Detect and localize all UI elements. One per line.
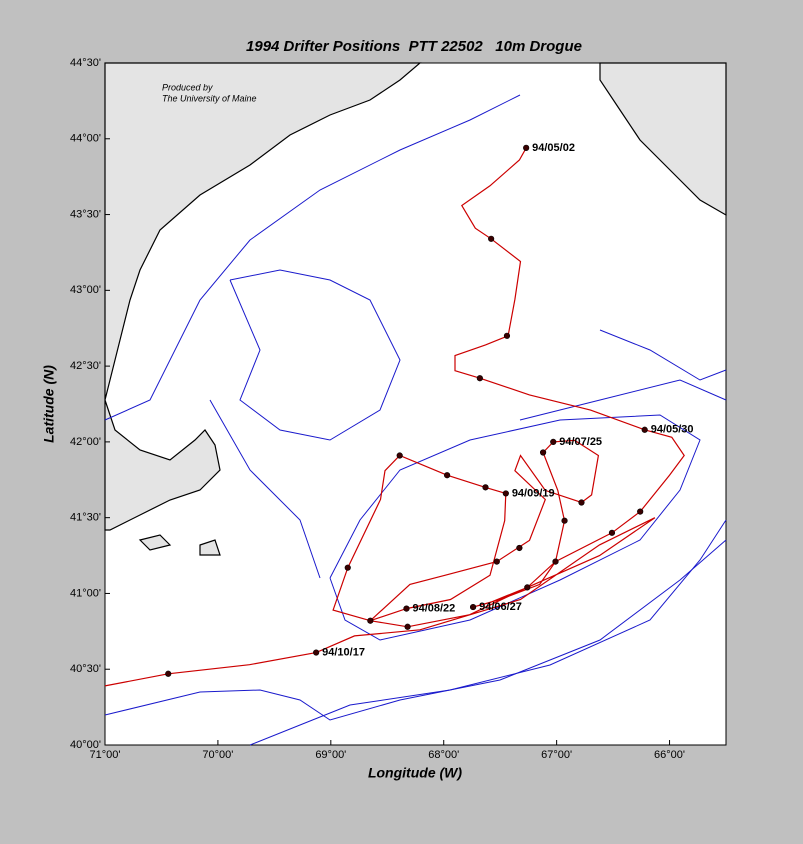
position-marker	[578, 499, 585, 506]
position-marker	[165, 670, 172, 677]
x-tick-label: 66°00'	[654, 749, 685, 761]
position-marker	[550, 438, 557, 445]
position-marker	[444, 472, 451, 479]
y-tick-label: 41°30'	[70, 512, 101, 524]
date-label: 94/10/17	[322, 646, 365, 658]
x-tick-label: 71°00'	[90, 749, 121, 761]
position-marker	[476, 375, 483, 382]
x-tick-label: 68°00'	[428, 749, 459, 761]
position-marker	[503, 332, 511, 339]
position-marker	[488, 235, 495, 242]
coastline	[104, 62, 727, 556]
position-marker	[608, 529, 616, 536]
y-tick-label: 41°00'	[70, 587, 101, 599]
y-tick-label: 40°30'	[70, 663, 101, 675]
date-label: 94/05/02	[532, 142, 575, 154]
chart-title: 1994 Drifter Positions PTT 22502 10m Dro…	[246, 38, 582, 55]
position-marker	[404, 623, 411, 630]
y-tick-label: 42°30'	[70, 360, 101, 372]
position-marker	[493, 558, 500, 565]
position-marker	[539, 449, 547, 456]
position-marker	[344, 564, 351, 571]
bathymetry	[104, 94, 727, 746]
position-marker	[552, 558, 559, 565]
y-tick-label: 43°00'	[70, 284, 101, 296]
date-label: 94/07/25	[559, 436, 602, 448]
x-tick-label: 70°00'	[202, 749, 233, 761]
note: Produced by	[162, 82, 213, 92]
position-marker	[313, 649, 320, 656]
y-tick-label: 43°30'	[70, 208, 101, 220]
position-marker	[516, 544, 523, 552]
position-marker	[523, 144, 530, 151]
position-marker	[469, 603, 477, 611]
y-tick-label: 40°00'	[70, 739, 101, 751]
date-label: 94/05/30	[651, 424, 694, 436]
position-marker	[367, 617, 374, 624]
position-marker	[403, 605, 410, 612]
position-marker	[561, 517, 568, 524]
x-axis-label: Longitude (W)	[368, 765, 462, 781]
note: The University of Maine	[162, 93, 257, 103]
y-tick-label: 44°00'	[70, 133, 101, 145]
date-label: 94/08/22	[412, 603, 455, 615]
position-marker	[524, 584, 531, 591]
date-label: 94/06/27	[479, 601, 522, 613]
x-tick-label: 67°00'	[541, 749, 572, 761]
y-axis-label: Latitude (N)	[41, 365, 57, 443]
x-tick-label: 69°00'	[315, 749, 346, 761]
y-tick-label: 44°30'	[70, 57, 101, 69]
position-marker	[502, 490, 509, 497]
position-marker	[482, 484, 489, 491]
position-marker	[396, 452, 403, 459]
position-marker	[641, 426, 648, 433]
position-marker	[637, 508, 644, 515]
date-label: 94/09/19	[512, 487, 555, 499]
y-tick-label: 42°00'	[70, 436, 101, 448]
